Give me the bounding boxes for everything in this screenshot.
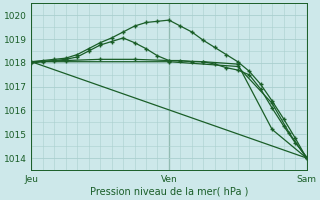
X-axis label: Pression niveau de la mer( hPa ): Pression niveau de la mer( hPa ): [90, 187, 248, 197]
